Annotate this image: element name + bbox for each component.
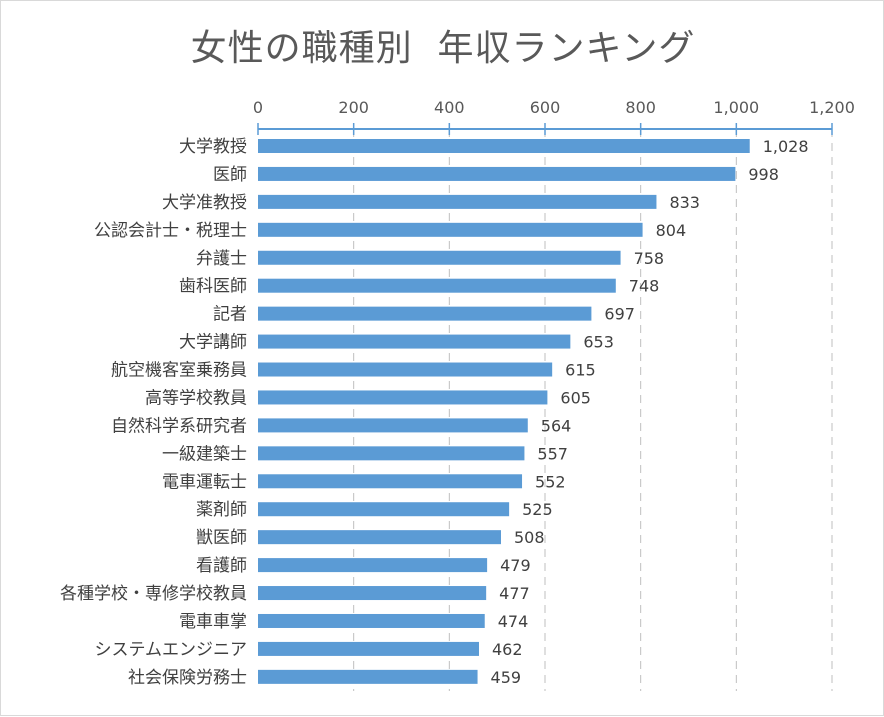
data-label: 508 — [514, 528, 545, 547]
data-label: 525 — [522, 500, 553, 519]
category-label: 薬剤師 — [196, 500, 247, 520]
data-label: 459 — [491, 668, 522, 687]
data-label: 564 — [541, 416, 572, 435]
category-label: 電車車掌 — [179, 612, 247, 632]
bar — [258, 390, 548, 405]
bar — [258, 362, 553, 377]
data-label: 462 — [492, 640, 523, 659]
category-label: 弁護士 — [196, 249, 247, 269]
bar — [258, 306, 592, 321]
bar — [258, 558, 488, 573]
x-tick-label: 0 — [253, 98, 263, 117]
data-label: 474 — [498, 612, 529, 631]
category-label: 大学教授 — [179, 137, 247, 157]
bar — [258, 166, 736, 181]
category-label: 大学准教授 — [162, 193, 247, 213]
data-label: 557 — [537, 444, 568, 463]
data-label: 1,028 — [763, 137, 809, 156]
bar — [258, 139, 750, 153]
x-tick-label: 400 — [434, 98, 465, 117]
category-label: 記者 — [213, 305, 247, 325]
bar — [258, 669, 478, 684]
chart-title: 女性の職種別 年収ランキング — [190, 28, 696, 69]
bar — [258, 334, 571, 349]
category-label: 歯科医師 — [179, 277, 247, 297]
data-label: 758 — [634, 249, 665, 268]
bar — [258, 641, 479, 656]
category-label: 各種学校・専修学校教員 — [60, 584, 247, 604]
category-label: 電車運転士 — [162, 472, 247, 492]
data-label: 804 — [656, 221, 687, 240]
bar — [258, 474, 523, 489]
category-label: 航空機客室乗務員 — [111, 361, 247, 381]
category-label: システムエンジニア — [95, 640, 248, 660]
data-label: 479 — [500, 556, 531, 575]
x-tick-label: 200 — [338, 98, 369, 117]
data-label: 477 — [499, 584, 530, 603]
bar — [258, 250, 621, 265]
bar — [258, 278, 616, 293]
data-label: 998 — [748, 165, 779, 184]
category-label: 獣医師 — [196, 528, 247, 548]
data-label: 833 — [669, 193, 700, 212]
category-label: 公認会計士・税理士 — [94, 221, 247, 241]
category-label: 自然科学系研究者 — [111, 416, 247, 436]
data-label: 653 — [583, 333, 614, 352]
x-tick-label: 1,000 — [713, 98, 759, 117]
category-label: 医師 — [213, 165, 247, 185]
bar — [258, 194, 657, 209]
value-labels: 1,028 998 833 804 758 748 697 653 615 605 564 557 55… — [491, 137, 809, 687]
data-label: 552 — [535, 472, 566, 491]
category-label: 看護師 — [196, 556, 247, 576]
data-label: 697 — [604, 305, 635, 324]
bars — [258, 139, 750, 684]
category-label: 高等学校教員 — [145, 388, 247, 408]
bar — [258, 446, 525, 461]
data-label: 615 — [565, 361, 596, 380]
x-axis: 0 200 400 600 800 1,000 1,200 — [253, 98, 855, 135]
bar — [258, 530, 501, 545]
x-tick-label: 1,200 — [809, 98, 855, 117]
gridlines — [353, 129, 833, 691]
category-label: 社会保険労務士 — [128, 668, 247, 688]
category-labels: 大学教授医師大学准教授公認会計士・税理士弁護士歯科医師記者大学講師航空機客室乗務… — [60, 137, 247, 688]
bar — [258, 613, 485, 628]
bar — [258, 418, 528, 433]
bar — [258, 222, 643, 237]
x-tick-label: 800 — [625, 98, 656, 117]
category-label: 一級建築士 — [162, 444, 247, 464]
data-label: 748 — [629, 277, 660, 296]
x-tick-label: 600 — [530, 98, 561, 117]
category-label: 大学講師 — [179, 333, 247, 353]
bar — [258, 586, 487, 601]
bar — [258, 502, 510, 517]
data-label: 605 — [560, 388, 591, 407]
